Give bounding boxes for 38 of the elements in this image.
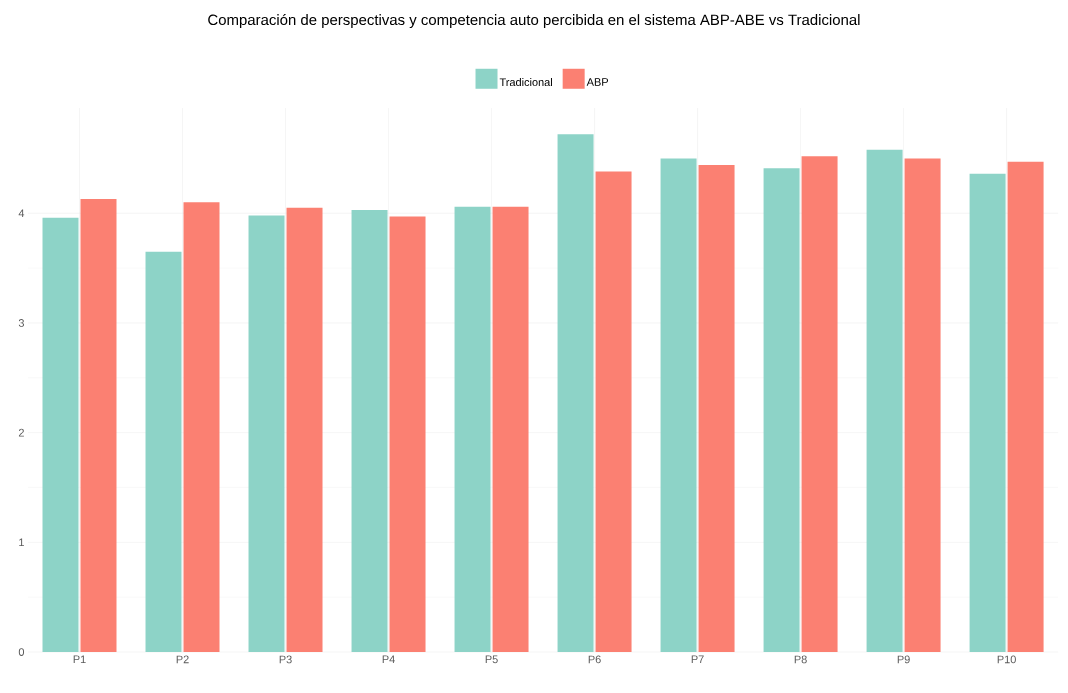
legend-label: ABP	[586, 78, 609, 86]
x-tick-label: P6	[588, 655, 601, 664]
bar	[248, 215, 285, 652]
bar	[904, 158, 941, 652]
bar	[1007, 161, 1044, 652]
bar	[969, 173, 1006, 652]
y-tick-label: 0	[18, 648, 25, 656]
bar	[389, 216, 426, 652]
bar	[595, 171, 632, 652]
bar	[660, 158, 697, 652]
x-tick-label: P3	[279, 655, 292, 664]
bar	[145, 251, 182, 652]
y-tick-label: 4	[18, 209, 25, 218]
x-tick-label: P1	[73, 655, 86, 664]
x-tick-label: P8	[794, 655, 807, 664]
x-tick-label: P2	[176, 655, 189, 664]
bar	[698, 165, 735, 652]
y-tick-label: 3	[18, 319, 24, 327]
bar	[286, 207, 323, 652]
y-tick-label: 2	[18, 428, 24, 437]
x-tick-label: P10	[997, 655, 1016, 664]
bar	[454, 206, 491, 652]
x-tick-label: P9	[897, 655, 910, 664]
bar	[866, 149, 903, 652]
bar	[801, 156, 838, 652]
bar	[763, 168, 800, 652]
bar	[42, 217, 79, 652]
chart-title: Comparación de perspectivas y competencia auto percibida en el sistema ABP-ABE vs Tradicional	[208, 13, 860, 29]
bar	[492, 206, 529, 652]
bar	[351, 209, 388, 652]
bar	[183, 202, 220, 652]
bar	[557, 134, 594, 652]
y-tick-label: 1	[19, 538, 24, 547]
x-tick-label: P7	[691, 655, 704, 664]
x-tick-label: P4	[382, 655, 395, 664]
legend-label: Tradicional	[499, 78, 552, 87]
x-tick-label: P5	[485, 655, 498, 664]
bar	[80, 199, 117, 652]
